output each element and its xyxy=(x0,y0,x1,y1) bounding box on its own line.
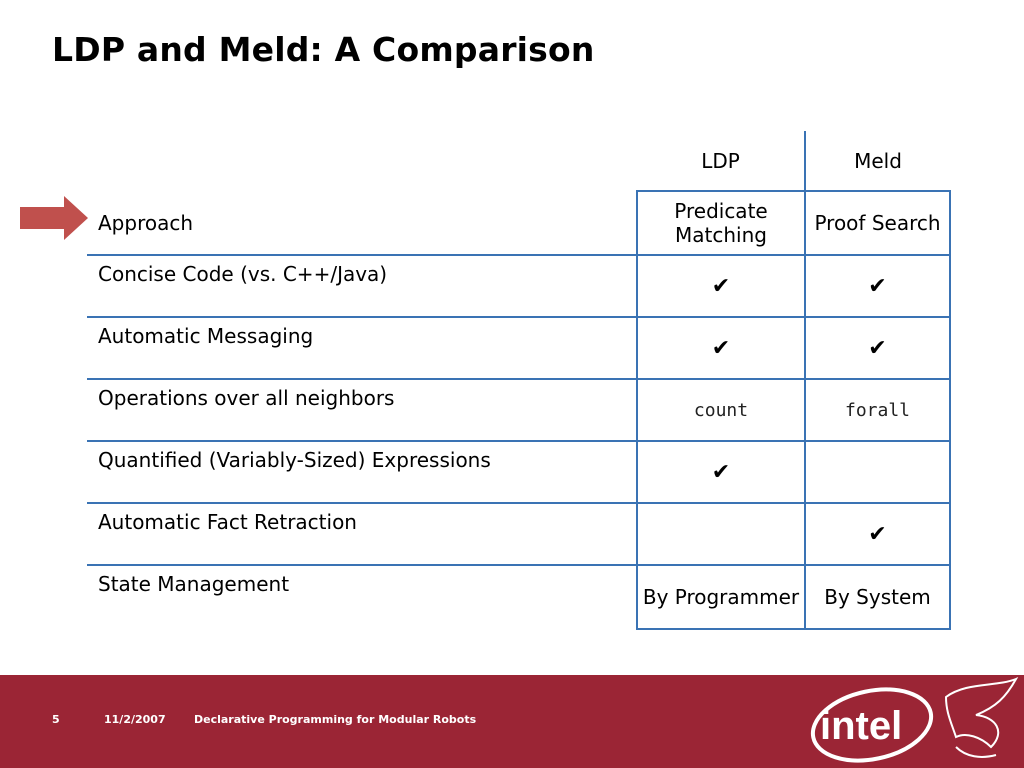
ldp-cell: Predicate Matching xyxy=(636,190,806,256)
meld-cell xyxy=(804,440,951,504)
row-label: Approach xyxy=(98,210,194,235)
column-header-ldp: LDP xyxy=(637,131,806,191)
checkmark-icon: ✔ xyxy=(804,502,951,566)
table-row: Approach Predicate Matching Proof Search xyxy=(87,190,951,256)
table-row: State Management By Programmer By System xyxy=(87,564,951,630)
checkmark-icon: ✔ xyxy=(804,254,951,318)
right-arrow-icon xyxy=(20,196,88,240)
ldp-cell xyxy=(636,502,806,566)
checkmark-icon: ✔ xyxy=(636,254,806,318)
ldp-cell: By Programmer xyxy=(636,564,806,630)
svg-text:intel: intel xyxy=(820,704,902,748)
row-label: Concise Code (vs. C++/Java) xyxy=(87,254,637,317)
meld-cell: forall xyxy=(804,378,951,442)
table-row: Quantified (Variably-Sized) Expressions … xyxy=(87,440,951,504)
column-header-meld: Meld xyxy=(854,148,902,173)
table-row: Concise Code (vs. C++/Java) ✔ ✔ xyxy=(87,254,951,318)
checkmark-icon: ✔ xyxy=(636,440,806,504)
ldp-cell: count xyxy=(636,378,806,442)
checkmark-icon: ✔ xyxy=(804,316,951,380)
row-label: Automatic Fact Retraction xyxy=(87,502,637,565)
slide-title: LDP and Meld: A Comparison xyxy=(52,30,595,69)
table-row: Operations over all neighbors count fora… xyxy=(87,378,951,442)
footer-bar xyxy=(0,675,1024,768)
row-label: Automatic Messaging xyxy=(87,316,637,379)
page-number: 5 xyxy=(52,713,60,726)
footer-caption: Declarative Programming for Modular Robo… xyxy=(194,713,477,726)
header-empty-cell xyxy=(87,131,637,191)
comparison-table: LDP Meld Approach Predicate Matching Pro… xyxy=(87,131,951,630)
table-row: Automatic Messaging ✔ ✔ xyxy=(87,316,951,380)
row-label: Operations over all neighbors xyxy=(87,378,637,441)
meld-cell: By System xyxy=(804,564,951,630)
table-header-row: LDP Meld xyxy=(87,131,950,191)
row-label: Quantified (Variably-Sized) Expressions xyxy=(87,440,637,503)
table-row: Automatic Fact Retraction ✔ xyxy=(87,502,951,566)
footer-date: 11/2/2007 xyxy=(104,713,166,726)
row-label: State Management xyxy=(87,564,637,629)
checkmark-icon: ✔ xyxy=(636,316,806,380)
meld-cell: Proof Search xyxy=(804,190,951,256)
intel-logo: intel xyxy=(810,677,1019,763)
